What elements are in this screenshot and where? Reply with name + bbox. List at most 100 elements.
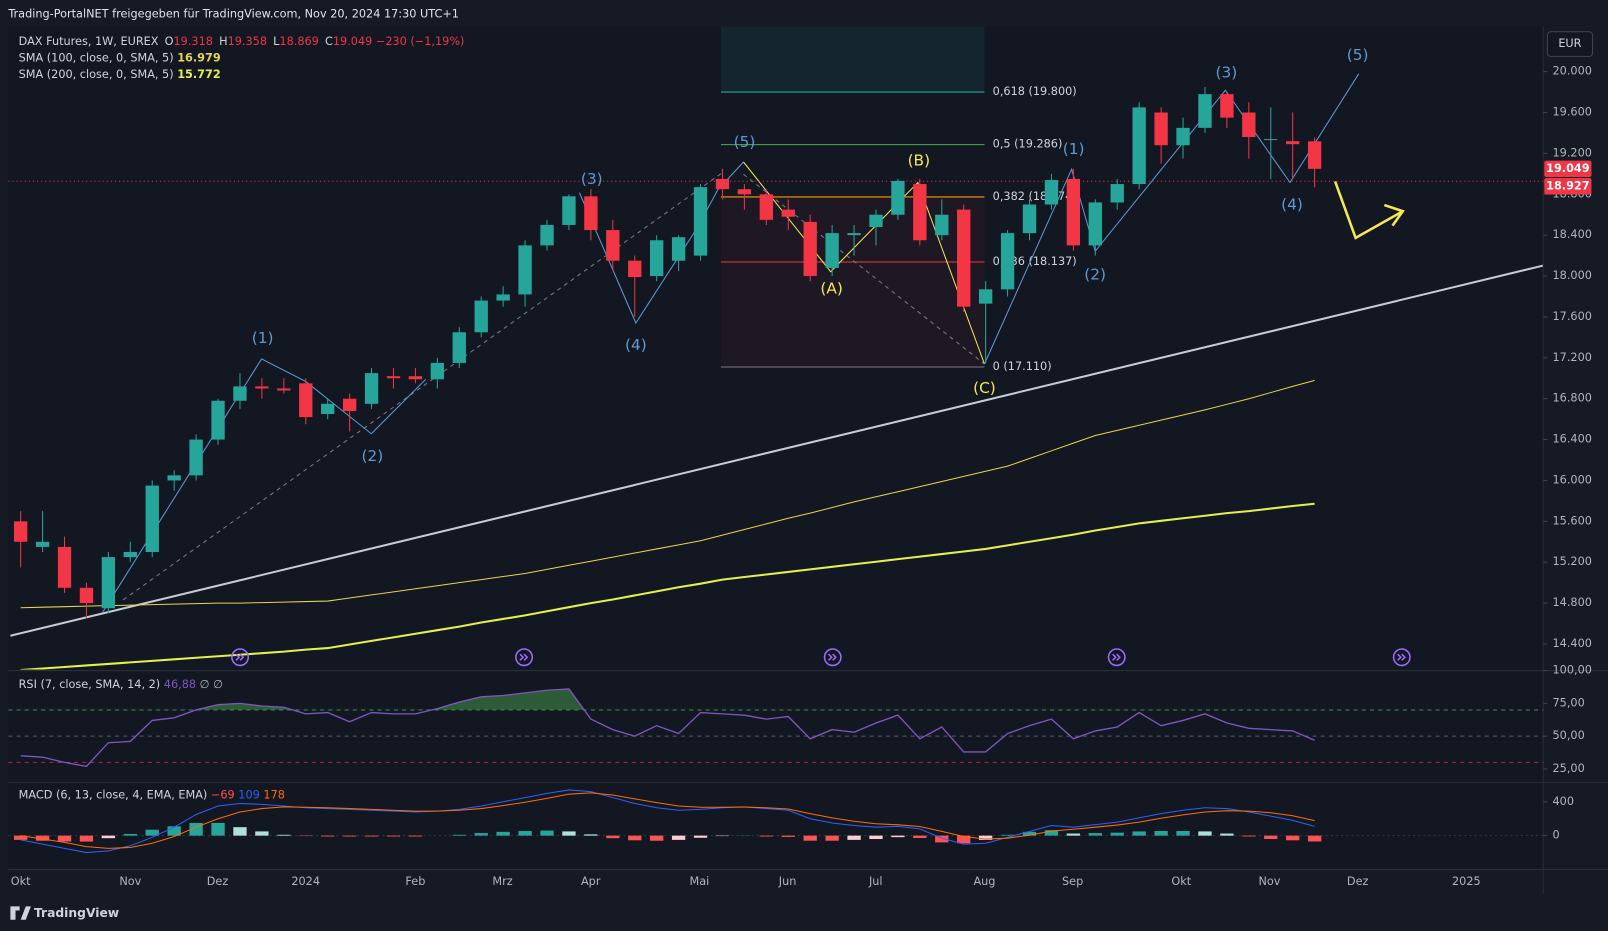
macd-histogram-bar xyxy=(759,835,773,837)
macd-histogram-bar xyxy=(671,835,686,840)
wave-label: (1) xyxy=(252,329,274,347)
event-icon[interactable] xyxy=(231,648,250,667)
candle-body xyxy=(606,230,620,261)
wave-label: (C) xyxy=(973,379,996,397)
macd-histogram-bar xyxy=(35,835,50,841)
sma-line xyxy=(20,379,1315,609)
macd-histogram-bar xyxy=(803,835,817,841)
x-tick-label: Aug xyxy=(973,875,995,888)
candle-body xyxy=(957,209,971,307)
y-tick-label: 19.200 xyxy=(1552,146,1591,159)
candle-body xyxy=(79,587,94,604)
event-icon[interactable] xyxy=(515,648,534,667)
candle-body xyxy=(671,237,686,261)
x-tick-label: Nov xyxy=(1259,875,1281,888)
price-box xyxy=(1544,178,1592,195)
rsi-tick-label: 100,00 xyxy=(1552,664,1591,677)
chart-area xyxy=(8,26,1544,870)
candle-body xyxy=(452,332,466,363)
rsi-line xyxy=(20,688,1315,768)
sma-value: 15.772 xyxy=(177,68,220,81)
candle-body xyxy=(145,485,159,553)
button-frame[interactable] xyxy=(1546,31,1593,57)
x-tick-label: Apr xyxy=(581,875,601,888)
candle-body xyxy=(562,196,576,225)
x-tick-label: Okt xyxy=(1171,875,1191,888)
trendline xyxy=(10,264,1544,637)
macd-histogram-bar xyxy=(57,835,72,842)
macd-histogram-bar xyxy=(1088,833,1102,836)
macd-histogram-bar xyxy=(978,835,993,840)
macd-histogram-bar xyxy=(1110,832,1124,836)
macd-histogram-bar xyxy=(606,835,620,839)
candle-body xyxy=(189,439,203,476)
candle-body xyxy=(1132,107,1146,185)
macd-histogram-bar xyxy=(891,835,905,838)
candle-body xyxy=(759,194,773,220)
quote-label: O xyxy=(165,35,174,48)
macd-histogram-bar xyxy=(496,831,510,836)
macd-histogram-bar xyxy=(1242,835,1256,837)
event-icon[interactable] xyxy=(1392,648,1411,667)
macd-line xyxy=(20,789,1315,854)
symbol: DAX Futures, 1W, EUREX xyxy=(19,35,159,48)
macd-histogram-bar xyxy=(1000,834,1015,836)
fib-label: 0 (17.110) xyxy=(993,360,1052,373)
candle-body xyxy=(255,386,269,389)
forecast-arrow-head xyxy=(1383,203,1405,227)
macd-name: MACD (6, 13, close, 4, EMA, EMA) xyxy=(19,789,208,802)
macd-histogram-bar xyxy=(364,835,379,837)
x-tick-label: Dez xyxy=(1347,875,1369,888)
candle-body xyxy=(57,546,72,588)
wave-label: (2) xyxy=(361,447,383,465)
wave-label: (A) xyxy=(820,280,843,298)
axes: 14.400 14.800 15.200 15.600 16.000 16.400 16.8… xyxy=(11,65,1592,888)
sma-name: SMA (100, close, 0, SMA, 5) xyxy=(19,51,174,64)
macd-histogram-bar xyxy=(13,835,28,840)
rsi-tick-label: 25,00 xyxy=(1552,762,1584,775)
currency[interactable]: EUR xyxy=(1558,37,1581,50)
forecast-arrow xyxy=(1333,181,1404,240)
candle-body xyxy=(1307,141,1322,169)
sma-legend: SMA (200, close, 0, SMA, 5) 15.772 xyxy=(19,68,221,81)
wave-label: (4) xyxy=(1281,196,1303,214)
candle-body xyxy=(277,388,291,391)
x-tick-label: Jul xyxy=(868,875,883,888)
y-tick-label: 14.400 xyxy=(1552,637,1591,650)
macd-legend: MACD (6, 13, close, 4, EMA, EMA) −69 109… xyxy=(19,789,285,802)
candle-body xyxy=(978,289,993,304)
currency-button[interactable]: EUR xyxy=(1546,31,1593,57)
macd-histogram-bar xyxy=(255,831,269,836)
rsi-pane xyxy=(8,688,1544,768)
macd-histogram-bar xyxy=(233,827,247,836)
candle-body xyxy=(869,214,883,227)
rsi-tick-label: 50,00 xyxy=(1552,729,1584,742)
y-tick-label: 16.400 xyxy=(1552,433,1591,446)
quote-legend: DAX Futures, 1W, EUREX O19.318 H19.358 L18.… xyxy=(19,35,465,48)
y-tick-label: 17.200 xyxy=(1552,351,1591,364)
event-icon[interactable] xyxy=(823,648,842,667)
brand: TradingView xyxy=(34,906,119,920)
y-tick-label: 14.800 xyxy=(1552,596,1591,609)
macd-histogram-bar xyxy=(1198,831,1212,836)
macd-histogram-bar xyxy=(584,834,598,836)
macd-histogram-bar xyxy=(1154,830,1168,836)
event-icon[interactable] xyxy=(1107,648,1126,667)
x-tick-label: Dez xyxy=(207,875,229,888)
macd-histogram-bar xyxy=(562,831,576,836)
rsi-tick-label: 75,00 xyxy=(1552,696,1584,709)
event-icons xyxy=(231,648,1411,667)
macd-histogram-bar xyxy=(1220,833,1234,836)
quote-label: C xyxy=(325,35,333,48)
macd-histogram-bar xyxy=(540,830,554,836)
x-tick-label: Okt xyxy=(11,875,31,888)
y-tick-label: 17.600 xyxy=(1552,310,1591,323)
dashed-channel xyxy=(743,173,985,365)
x-tick-label: Mrz xyxy=(492,875,512,888)
wave-label: (3) xyxy=(1216,63,1238,81)
sma-legend: SMA (100, close, 0, SMA, 5) 16.979 xyxy=(19,51,221,64)
x-tick-label: 2024 xyxy=(291,875,320,888)
macd-histogram-bar xyxy=(386,835,401,837)
macd-histogram-bar xyxy=(781,835,795,837)
